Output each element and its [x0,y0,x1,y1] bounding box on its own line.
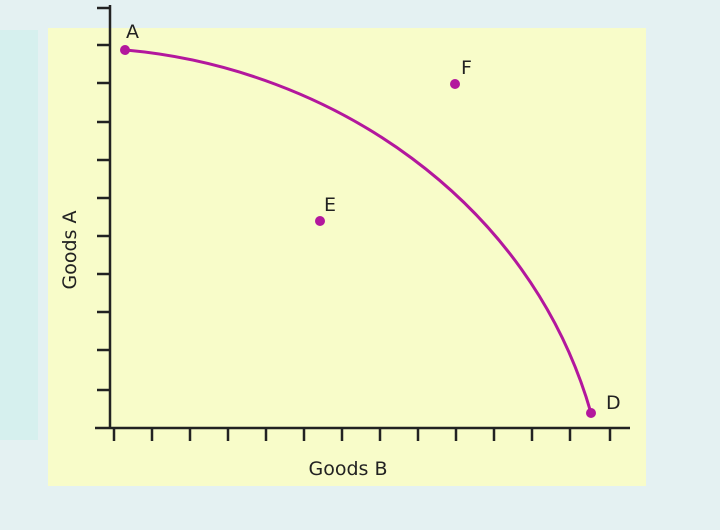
point-label: E [324,194,336,216]
y-axis-label: Goods A [59,211,81,290]
point [120,45,130,55]
x-ticks [112,428,612,441]
y-ticks [97,6,110,392]
plot-panel [48,28,646,486]
x-axis-label: Goods B [308,458,387,480]
point [586,408,596,418]
ppf-curve [124,48,593,414]
side-panel [0,30,38,440]
point-label: A [126,21,139,43]
point [315,216,325,226]
point-label: F [461,57,472,79]
point-label: D [606,392,621,414]
point [450,79,460,89]
